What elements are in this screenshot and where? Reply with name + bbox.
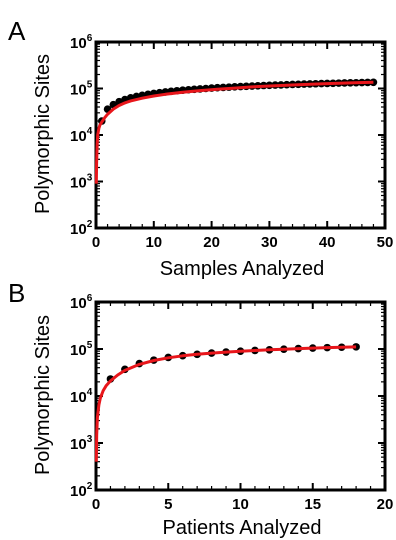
series-a	[94, 78, 378, 184]
panel-letter-a: A	[8, 16, 26, 46]
plot-frame-a	[94, 40, 387, 230]
y-tick-label-b: 103	[70, 434, 93, 453]
y-tick-label-a: 103	[70, 173, 93, 192]
ticks-b: 0 5 10 15 20 102 103 104 105 106	[70, 293, 393, 513]
data-point-b	[352, 343, 360, 351]
plot-frame-b	[94, 300, 387, 492]
y-tick-label-a: 106	[70, 33, 93, 52]
fit-curve-a	[94, 80, 374, 184]
y-axis-label-b: Polymorphic Sites	[32, 315, 54, 475]
x-tick-label-b: 15	[304, 496, 321, 513]
x-tick-label-a: 0	[92, 234, 100, 251]
x-tick-label-a: 10	[145, 234, 162, 251]
x-tick-label-a: 20	[203, 234, 220, 251]
y-tick-label-b: 105	[70, 340, 93, 359]
y-tick-label-a: 102	[70, 219, 93, 238]
x-tick-label-b: 5	[164, 496, 172, 513]
y-tick-label-b: 102	[70, 481, 93, 500]
y-tick-label-a: 104	[70, 126, 93, 145]
y-tick-label-b: 104	[70, 387, 93, 406]
x-tick-label-a: 40	[319, 234, 336, 251]
x-axis-label-a: Samples Analyzed	[160, 258, 325, 280]
data-point-a	[369, 78, 378, 87]
panel-letter-b: B	[8, 278, 25, 308]
x-tick-label-b: 0	[92, 496, 100, 513]
x-axis-label-b: Patients Analyzed	[163, 517, 322, 539]
fit-curve-b	[94, 345, 357, 462]
x-tick-label-a: 50	[377, 234, 394, 251]
y-tick-label-a: 105	[70, 80, 93, 99]
panel-b: B Polymorphic Sites Patients Analyzed 0 5…	[8, 278, 393, 539]
series-b	[94, 343, 360, 462]
x-tick-label-b: 20	[377, 496, 394, 513]
y-axis-label-a: Polymorphic Sites	[32, 54, 54, 214]
ticks-a: 0 10 20 30 40 50 102 103 104 105 106	[70, 33, 393, 251]
x-tick-label-b: 10	[232, 496, 249, 513]
y-tick-label-b: 106	[70, 293, 93, 312]
x-tick-label-a: 30	[261, 234, 278, 251]
panel-a: A Polymorphic Sites Samples Analyzed 0 10…	[8, 16, 393, 280]
